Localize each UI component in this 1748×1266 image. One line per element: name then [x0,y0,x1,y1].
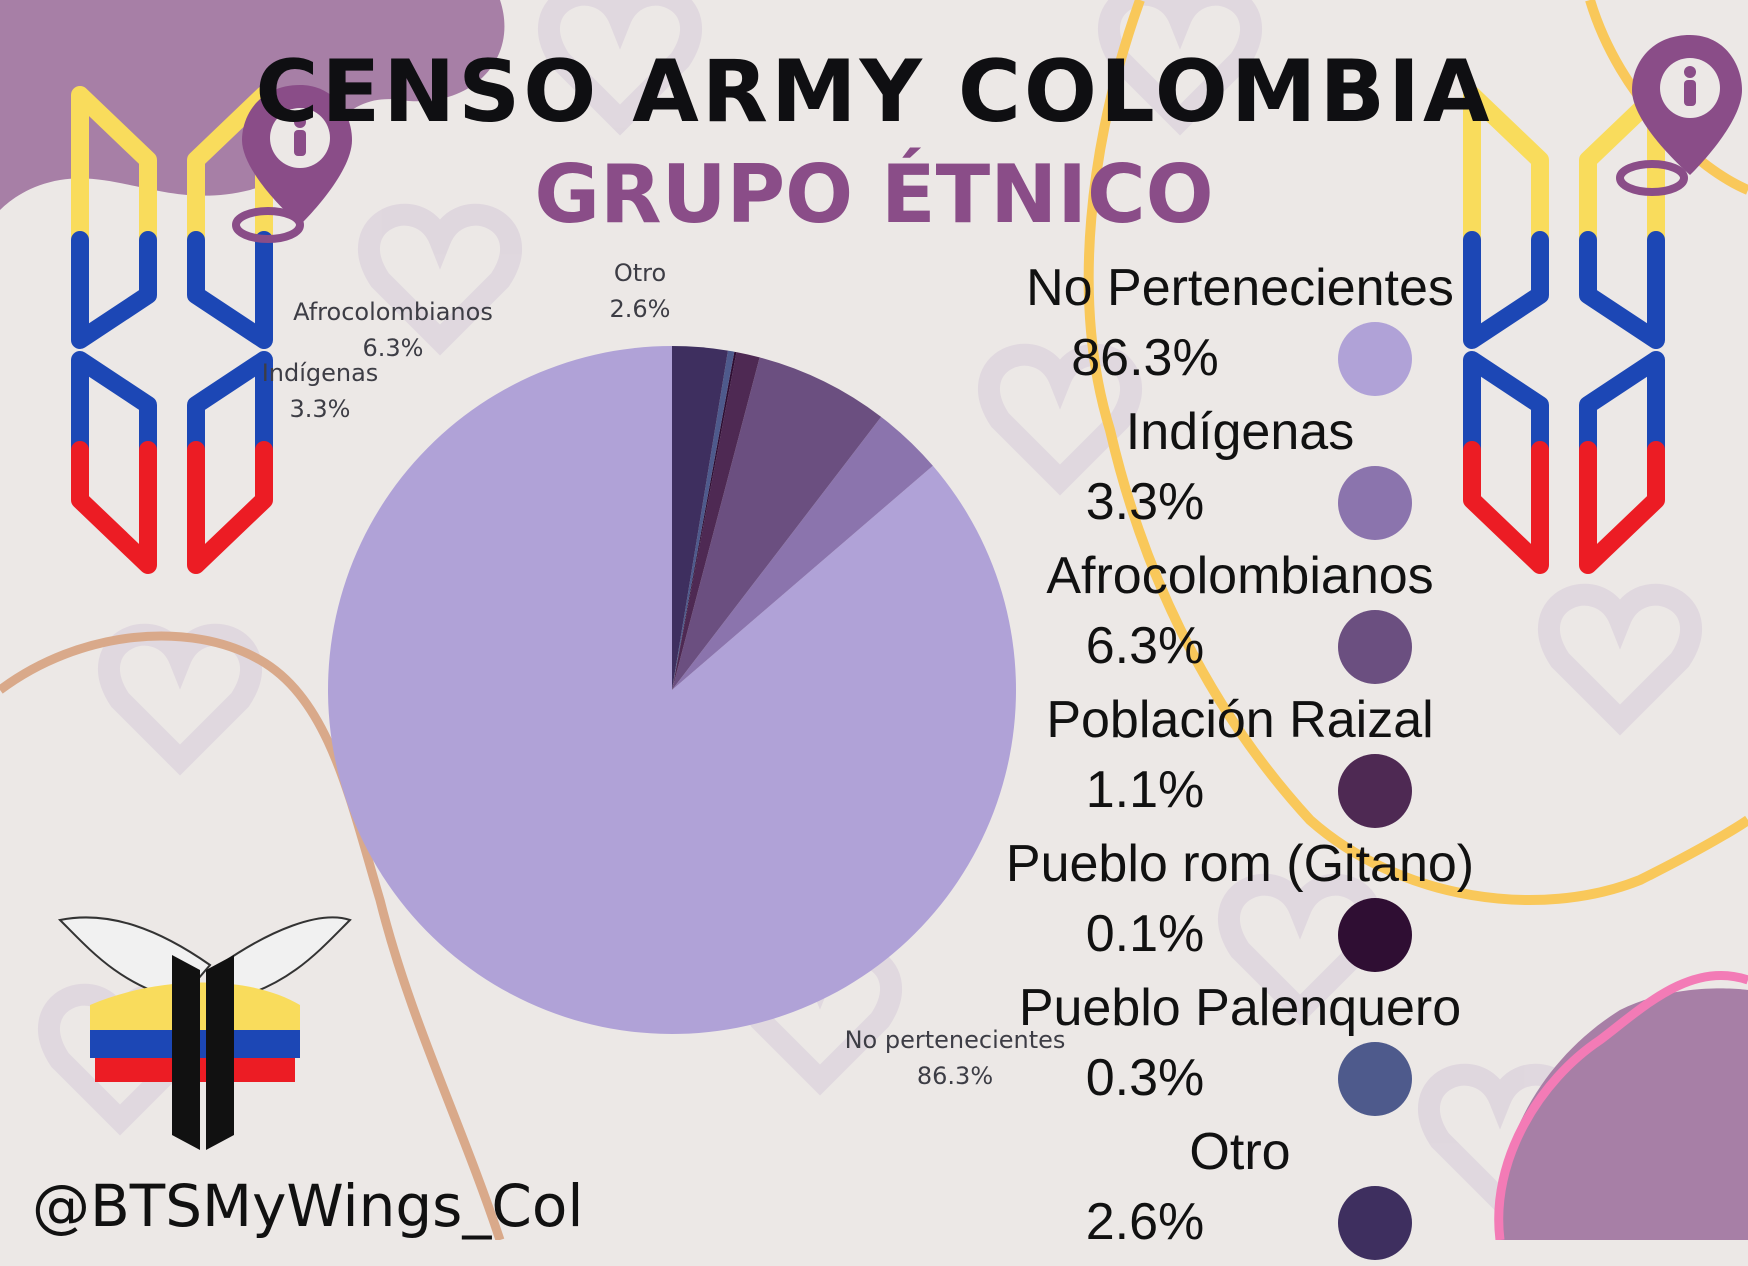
legend-swatch [1338,610,1412,684]
legend-item-no-pertenecientes: No Pertenecientes 86.3% [960,258,1520,402]
pie-slice-pueblo-palenquero [672,350,735,690]
legend-value: 0.3% [1085,1049,1205,1107]
legend-value: 6.3% [1085,617,1205,675]
pie-chart [327,346,1017,1035]
pie-slice-afrocolombianos [672,357,882,690]
legend-item-indigenas: Indígenas 3.3% [960,402,1520,546]
legend-value: 86.3% [1071,329,1219,387]
page-title: CENSO ARMY COLOMBIA [255,42,1493,142]
chart-legend: No Pertenecientes 86.3% Indígenas 3.3% A… [960,258,1520,1266]
pie-label-afrocolombianos: Afrocolombianos 6.3% [278,294,508,366]
location-pin-icon [1616,35,1742,196]
bts-logo-icon [71,86,273,574]
pie-label-name: Otro [613,259,667,287]
background-decoration [0,0,1748,1240]
pie-label-name: Afrocolombianos [293,298,493,326]
pie-label-value: 6.3% [362,334,424,362]
legend-item-pueblo-rom: Pueblo rom (Gitano) 0.1% [960,834,1520,978]
pie-slice-no-pertenecientes [327,346,1017,1035]
pie-slice-otro [672,346,728,690]
pie-label-otro: Otro 2.6% [590,255,690,327]
pie-label-name: No pertenecientes [844,1026,1066,1054]
legend-swatch [1338,754,1412,828]
legend-item-poblacion-raizal: Población Raizal 1.1% [960,690,1520,834]
legend-value: 0.1% [1085,905,1205,963]
legend-label: Pueblo rom (Gitano) [1005,835,1475,893]
pie-label-value: 2.6% [609,295,671,323]
pie-label-name: Indígenas [261,359,379,387]
legend-label: Otro [1189,1123,1291,1181]
legend-swatch [1338,898,1412,972]
pie-label-value: 86.3% [916,1062,994,1090]
page-subtitle: GRUPO ÉTNICO [534,148,1214,241]
legend-item-afrocolombianos: Afrocolombianos 6.3% [960,546,1520,690]
legend-swatch [1338,466,1412,540]
pie-label-no-pertenecientes: No pertenecientes 86.3% [830,1022,1080,1094]
legend-value: 3.3% [1085,473,1205,531]
legend-value: 1.1% [1085,761,1205,819]
pie-slice-pueblo-rom-gitano- [672,351,737,690]
pie-slice-poblaci-n-raizal [672,352,760,690]
legend-swatch [1338,322,1412,396]
legend-label: Indígenas [1125,403,1355,461]
legend-label: Pueblo Palenquero [1018,979,1462,1037]
wings-logo-icon [57,916,352,1150]
legend-value: 2.6% [1085,1193,1205,1251]
legend-swatch [1338,1042,1412,1116]
legend-item-pueblo-palenquero: Pueblo Palenquero 0.3% [960,978,1520,1122]
social-handle: @BTSMyWings_Col [32,1172,584,1240]
pie-label-value: 3.3% [289,395,351,423]
location-pin-icon [232,85,352,243]
legend-item-otro: Otro 2.6% [960,1122,1520,1266]
legend-label: No Pertenecientes [1026,259,1454,317]
legend-label: Población Raizal [1046,691,1434,749]
legend-swatch [1338,1186,1412,1260]
pie-label-indigenas: Indígenas 3.3% [250,355,390,427]
pie-slice-ind-genas [672,416,933,690]
legend-label: Afrocolombianos [1046,547,1434,605]
